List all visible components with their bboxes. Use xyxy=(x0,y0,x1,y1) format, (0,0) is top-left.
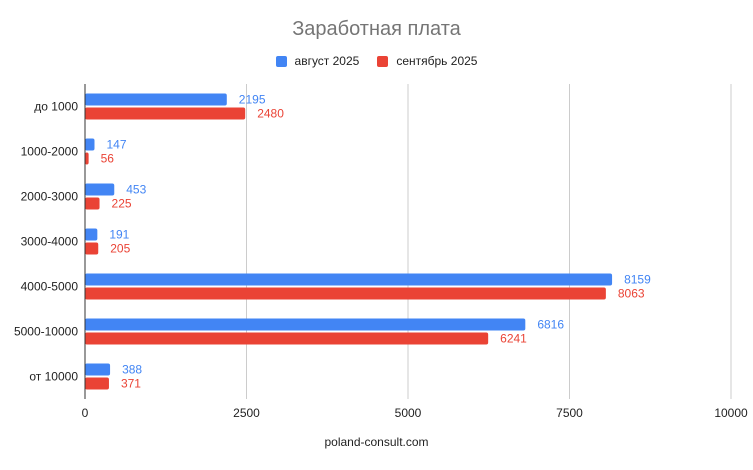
bar-series-1-0 xyxy=(85,107,246,120)
data-label-series-1-2: 225 xyxy=(112,197,132,211)
legend-item-series-1[interactable]: сентябрь 2025 xyxy=(377,54,477,68)
bar-series-0-4 xyxy=(85,273,613,286)
bar-series-0-3 xyxy=(85,228,98,241)
y-tick-label-4: 4000-5000 xyxy=(21,280,79,294)
bar-series-0-5 xyxy=(85,318,526,331)
x-tick-label-3: 7500 xyxy=(556,406,583,420)
y-tick-label-6: от 10000 xyxy=(29,370,78,384)
bar-series-1-1 xyxy=(85,152,89,165)
y-tick-label-2: 2000-3000 xyxy=(21,190,79,204)
data-label-series-1-5: 6241 xyxy=(500,332,527,346)
bar-series-0-6 xyxy=(85,363,111,376)
bar-series-1-2 xyxy=(85,197,100,210)
data-label-series-0-3: 191 xyxy=(109,228,129,242)
data-label-series-0-5: 6816 xyxy=(537,318,564,332)
y-tick-label-0: до 1000 xyxy=(34,100,78,114)
y-tick-label-3: 3000-4000 xyxy=(21,235,79,249)
legend-swatch-series-0 xyxy=(275,55,287,67)
legend: август 2025 сентябрь 2025 xyxy=(0,54,753,68)
bar-series-0-2 xyxy=(85,183,115,196)
x-tick-label-2: 5000 xyxy=(395,406,422,420)
bar-series-1-4 xyxy=(85,287,606,300)
data-label-series-1-0: 2480 xyxy=(257,107,284,121)
data-label-series-1-3: 205 xyxy=(110,242,130,256)
x-tick-label-4: 10000 xyxy=(714,406,748,420)
data-label-series-0-4: 8159 xyxy=(624,273,651,287)
bar-series-0-1 xyxy=(85,138,95,151)
bar-series-0-0 xyxy=(85,93,227,106)
bar-series-1-3 xyxy=(85,242,99,255)
bar-series-1-6 xyxy=(85,377,109,390)
legend-swatch-series-1 xyxy=(377,55,389,67)
data-label-series-1-6: 371 xyxy=(121,377,141,391)
y-tick-label-5: 5000-10000 xyxy=(14,325,78,339)
chart-title: Заработная плата xyxy=(292,18,461,40)
x-tick-label-1: 2500 xyxy=(233,406,260,420)
legend-label-series-1: сентябрь 2025 xyxy=(396,54,478,68)
data-label-series-0-2: 453 xyxy=(126,183,146,197)
legend-label-series-0: август 2025 xyxy=(294,54,360,68)
legend-item-series-0[interactable]: август 2025 xyxy=(275,54,360,68)
data-label-series-0-0: 2195 xyxy=(239,93,266,107)
y-tick-label-1: 1000-2000 xyxy=(21,145,79,159)
bar-series-1-5 xyxy=(85,332,489,345)
data-label-series-1-4: 8063 xyxy=(618,287,645,301)
data-label-series-0-1: 147 xyxy=(106,138,126,152)
data-label-series-0-6: 388 xyxy=(122,363,142,377)
data-label-series-1-1: 56 xyxy=(101,152,115,166)
x-tick-label-0: 0 xyxy=(82,406,89,420)
x-axis-title: poland-consult.com xyxy=(324,435,429,449)
